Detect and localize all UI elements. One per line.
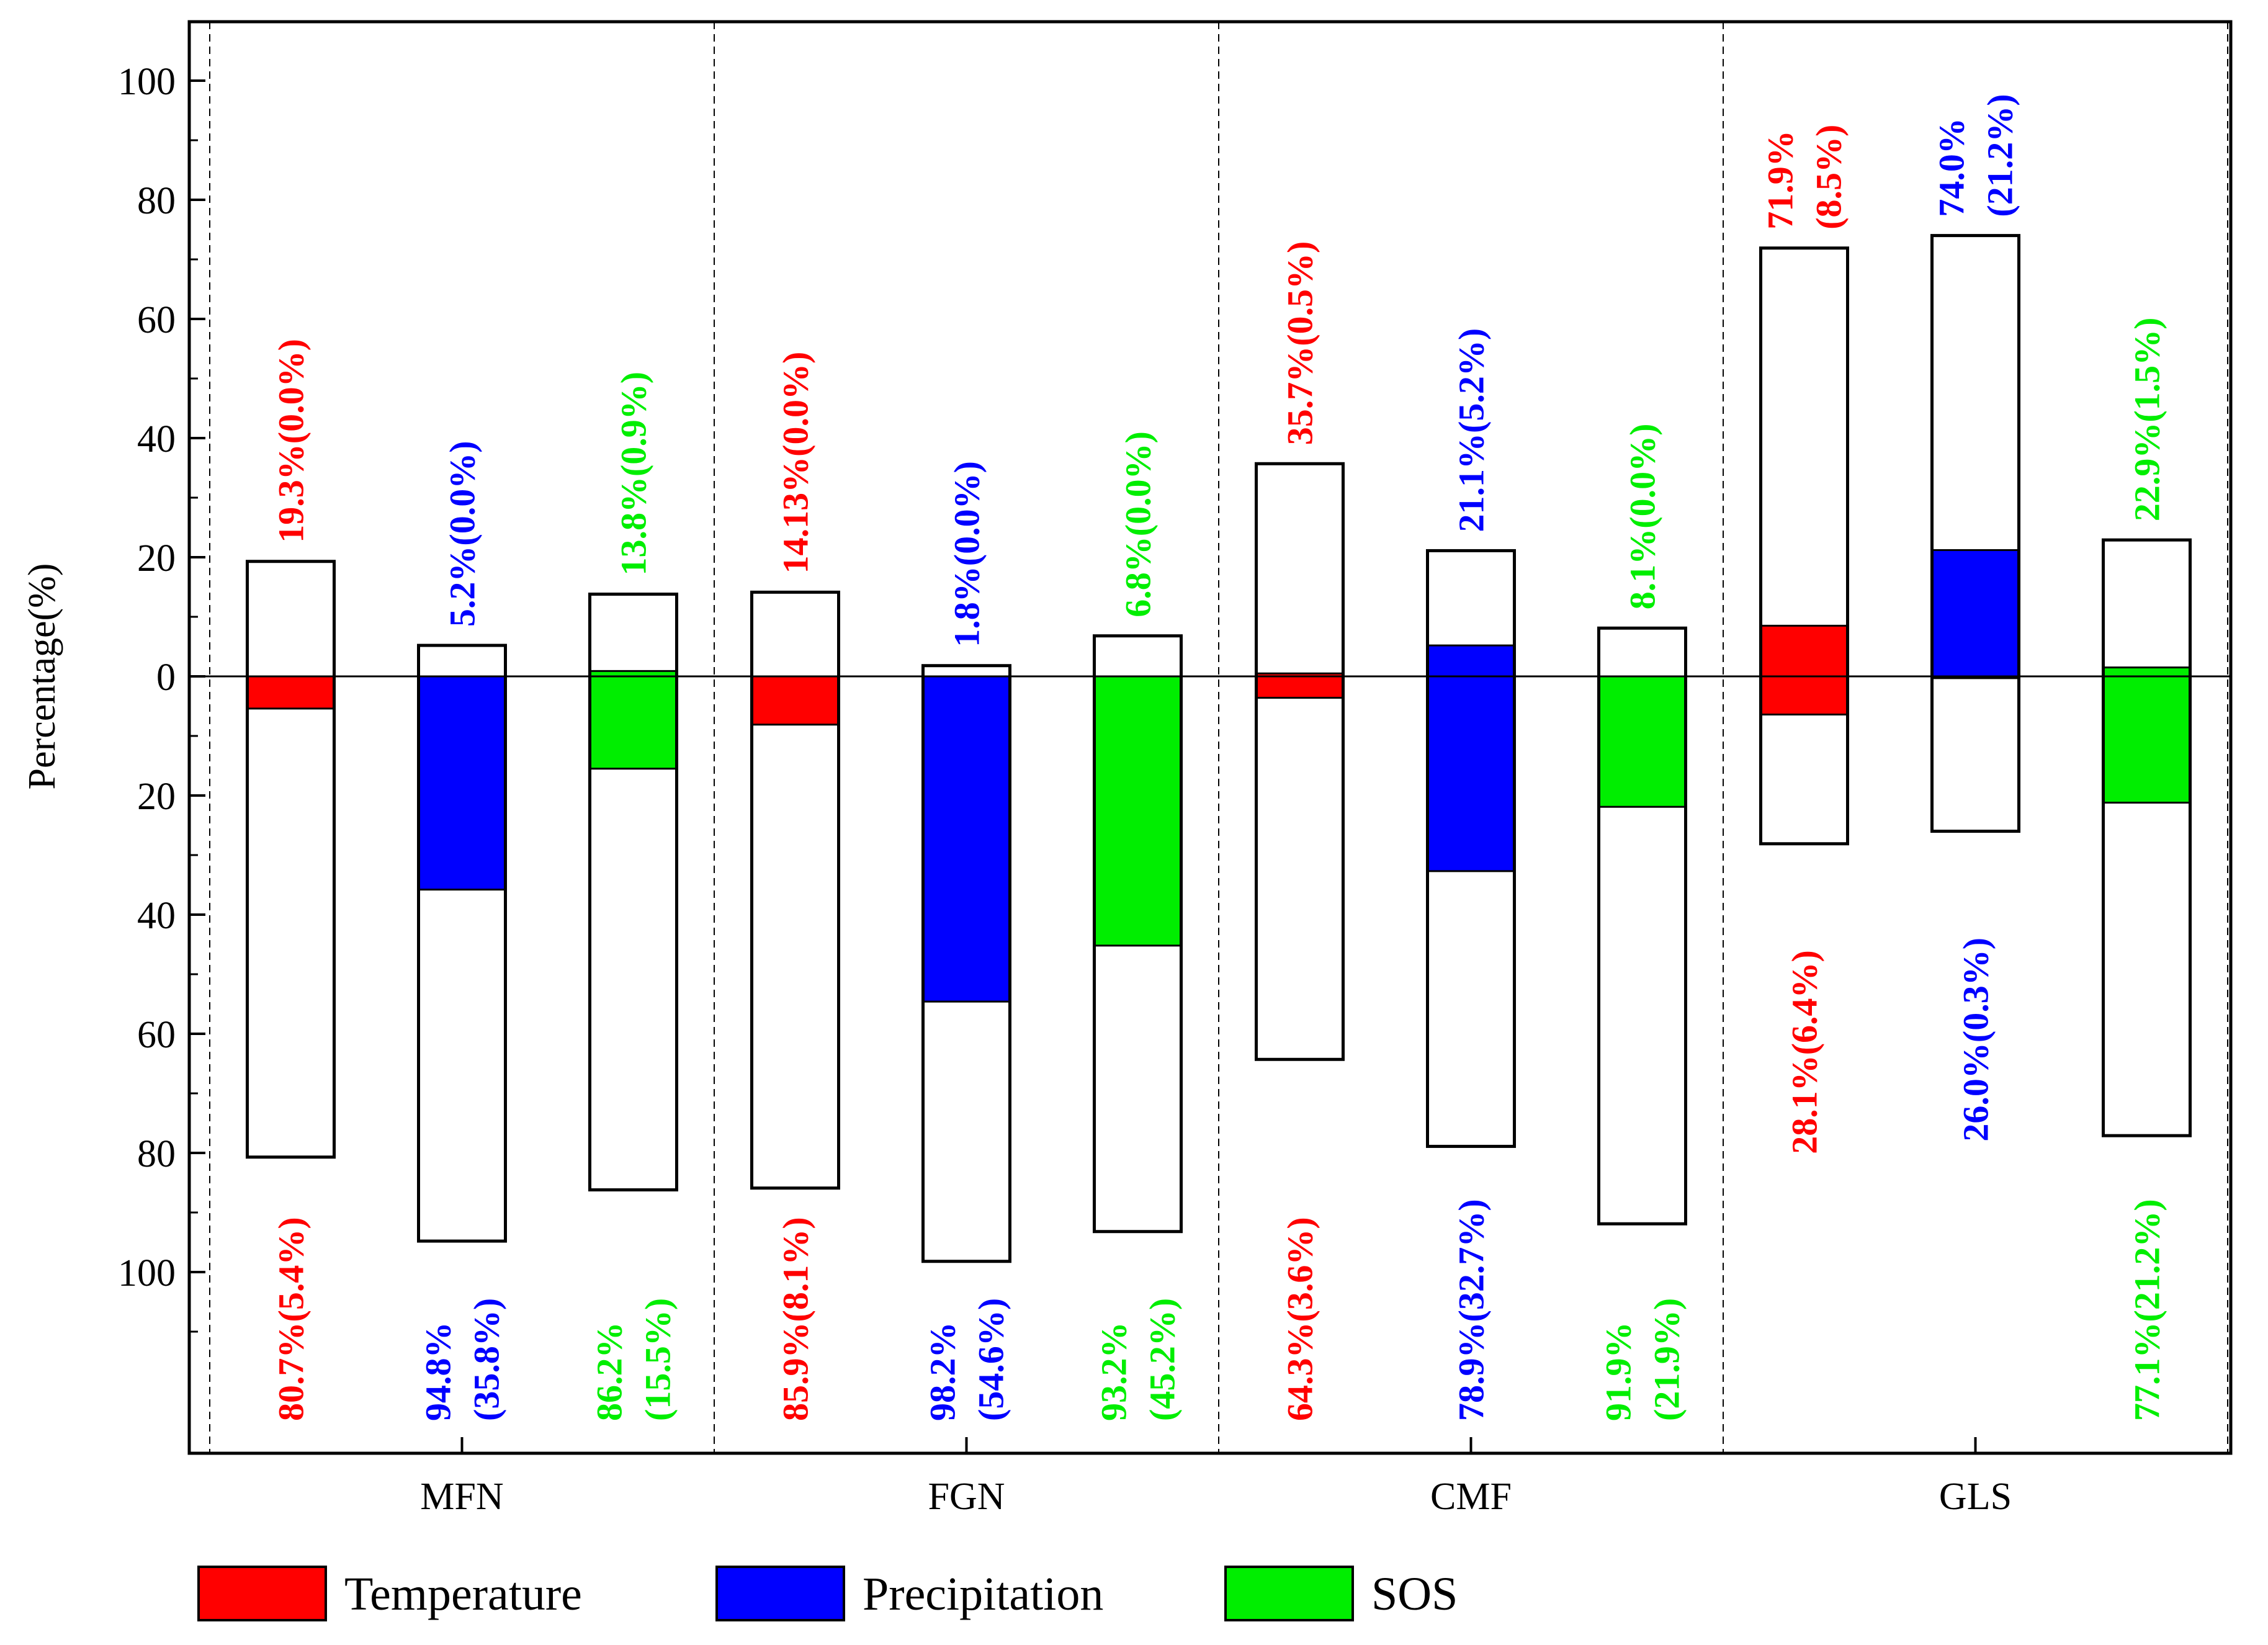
y-tick-label: 0 (156, 657, 176, 699)
bar-outline (921, 664, 1011, 1263)
bar-bottom-label: (15.5%) (638, 1298, 678, 1421)
legend-label: Temperature (344, 1568, 582, 1620)
bar-bottom-label: (21.9%) (1647, 1298, 1687, 1421)
bar-sig-negative (1427, 676, 1515, 871)
bar-sig-positive (1427, 645, 1515, 676)
bar-bottom-label: (35.8%) (467, 1298, 507, 1421)
bar-sig-negative (1598, 676, 1686, 807)
bar-bottom-label: 64.3%(3.6%) (1280, 1217, 1320, 1421)
group-dividers (209, 22, 2228, 1453)
bar-sig-negative (751, 676, 839, 725)
y-axis: 100 80 60 40 20 0 20 40 60 80 100 (118, 61, 205, 1333)
y-tick-label: 60 (137, 299, 176, 341)
y-tick-label: 100 (118, 61, 176, 103)
bar-sig-negative (2103, 676, 2190, 803)
bar-top-label: 19.3%(0.0%) (271, 339, 312, 543)
bar-top-label: 14.13%(0.0%) (776, 352, 816, 574)
bar-top-label: 74.0% (1932, 118, 1972, 217)
bar-bottom-label: 77.1%(21.2%) (2127, 1199, 2167, 1421)
bar-outline (1597, 626, 1687, 1226)
legend-label: Precipitation (863, 1568, 1103, 1620)
x-tick-label: FGN (928, 1476, 1005, 1518)
legend-swatch (197, 1566, 327, 1621)
bar-outline (1759, 246, 1849, 846)
bar-bottom-label: 86.2% (589, 1322, 630, 1422)
bar-top-label: 35.7%(0.5%) (1280, 241, 1320, 446)
bar-bottom-label: 28.1%(6.4%) (1785, 950, 1825, 1154)
bar-top-label: 1.8%(0.0%) (947, 461, 987, 647)
bar-bottom-label: 78.9%(32.7%) (1451, 1199, 1492, 1421)
bar-sig-positive (1256, 673, 1343, 676)
bar-outline (246, 560, 336, 1159)
bar-top-label: 5.2%(0.0%) (442, 441, 483, 627)
plot-frame (187, 20, 2233, 1455)
bar-sig-negative (1760, 676, 1848, 715)
bar-top-label: 22.9%(1.5%) (2127, 318, 2167, 522)
bar-top-label: 8.1%(0.0%) (1623, 424, 1663, 610)
bar-sig-negative (418, 676, 506, 890)
legend: Temperature Precipitation SOS (197, 1566, 1458, 1621)
x-tick-label: GLS (1939, 1476, 2012, 1518)
bar-top-label: (8.5%) (1809, 125, 1849, 230)
bar-bottom-label: 94.8% (418, 1322, 459, 1422)
bar-outline (588, 593, 678, 1192)
x-tick-label: CMF (1430, 1476, 1512, 1518)
bar-bottom-label: 26.0%(0.3%) (1956, 938, 1996, 1142)
bar-sig-negative (1094, 676, 1181, 946)
bars (246, 234, 2192, 1263)
bar-sig-positive (2103, 667, 2190, 676)
bar-bottom-label: (45.2%) (1142, 1298, 1183, 1421)
bar-sig-positive (1932, 550, 2019, 676)
y-tick-label: 40 (137, 418, 176, 460)
bar-sig-negative (247, 676, 334, 709)
y-tick-label: 40 (137, 895, 176, 937)
bar-top-label: 13.8%(0.9%) (614, 372, 654, 576)
legend-swatch (1224, 1566, 1354, 1621)
bar-bottom-label: (54.6%) (971, 1298, 1011, 1421)
bar-outline (2102, 538, 2192, 1137)
y-tick-label: 20 (137, 776, 176, 818)
x-axis: MFN FGN CMF GLS (420, 1437, 2012, 1518)
bar-bottom-label: 93.2% (1094, 1322, 1134, 1422)
bar-outline (1930, 234, 2020, 833)
bar-annotations: 19.3%(0.0%) 80.7%(5.4%) 5.2%(0.0%) 94.8% (35… (271, 94, 2167, 1421)
bar-sig-negative (923, 676, 1010, 1002)
legend-label: SOS (1371, 1568, 1458, 1620)
y-tick-label: 60 (137, 1014, 176, 1056)
y-axis-title: Percentage(%) (21, 563, 63, 790)
y-tick-label: 80 (137, 1133, 176, 1175)
bar-top-label: 6.8%(0.0%) (1118, 431, 1159, 617)
bar-outline (417, 643, 507, 1243)
bar-sig-positive (589, 671, 677, 676)
legend-swatch (715, 1566, 845, 1621)
bar-top-label: (21.2%) (1980, 94, 2020, 217)
bar-outline (1093, 634, 1183, 1234)
bar-sig-positive (1760, 625, 1848, 676)
y-tick-label: 20 (137, 537, 176, 580)
bar-outline (1426, 549, 1516, 1148)
bar-bottom-label: 98.2% (923, 1322, 963, 1422)
bar-top-label: 21.1%(5.2%) (1451, 328, 1492, 532)
bar-sig-negative (589, 676, 677, 769)
bar-bottom-label: 80.7%(5.4%) (271, 1217, 312, 1421)
bar-outline (750, 590, 840, 1190)
x-tick-label: MFN (420, 1476, 503, 1518)
y-tick-label: 80 (137, 180, 176, 222)
y-tick-label: 100 (118, 1252, 176, 1294)
bar-bottom-label: 85.9%(8.1%) (776, 1217, 816, 1421)
bar-top-label: 71.9% (1760, 130, 1801, 230)
bar-outline (1255, 462, 1345, 1061)
bar-sig-negative (1256, 676, 1343, 698)
bar-bottom-label: 91.9% (1598, 1322, 1639, 1422)
